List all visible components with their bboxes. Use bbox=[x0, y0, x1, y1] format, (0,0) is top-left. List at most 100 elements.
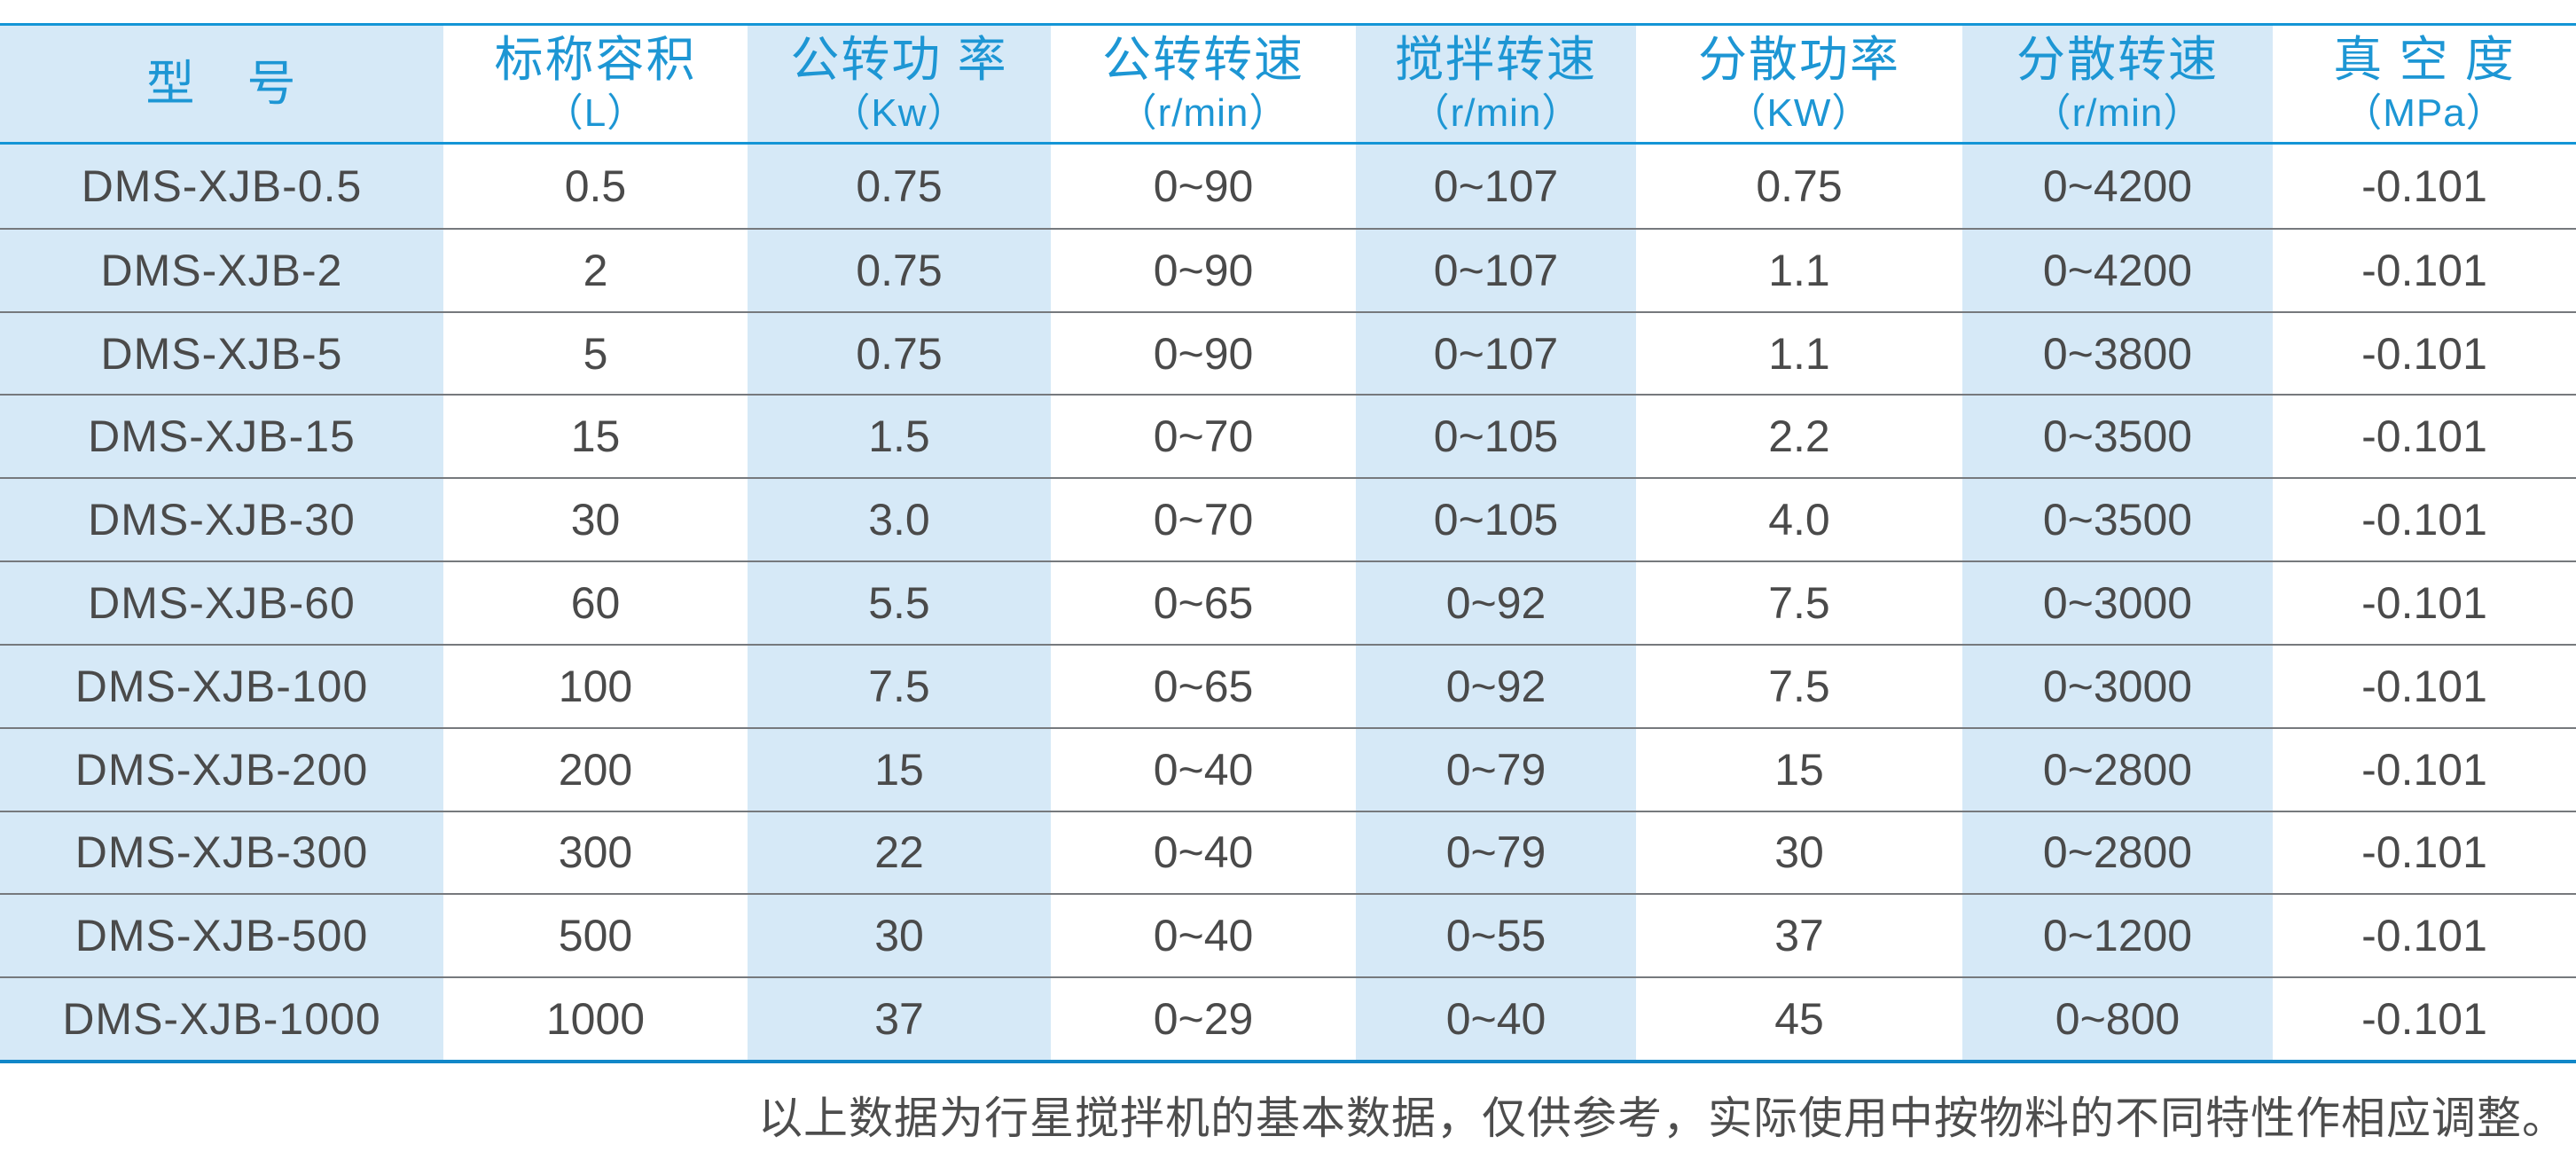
table-cell: 0~40 bbox=[1051, 810, 1356, 894]
table-cell: 0.75 bbox=[748, 145, 1051, 228]
table-cell: -0.101 bbox=[2273, 643, 2576, 727]
model-cell: DMS-XJB-2 bbox=[0, 227, 443, 311]
table-cell: 0~800 bbox=[1962, 976, 2273, 1060]
table-cell: 2.2 bbox=[1636, 394, 1962, 478]
table-cell: 0~107 bbox=[1356, 227, 1636, 311]
table-cell: 0~107 bbox=[1356, 310, 1636, 395]
table-row: DMS-XJB-15 15 1.5 0~70 0~105 2.2 0~3500 -0.101 bbox=[0, 394, 2576, 478]
table-cell: 300 bbox=[443, 810, 748, 894]
table-cell: 0~70 bbox=[1051, 477, 1356, 561]
table-cell: 0.75 bbox=[748, 310, 1051, 395]
table-cell: 0.5 bbox=[443, 145, 748, 228]
table-cell: -0.101 bbox=[2273, 893, 2576, 977]
header-unit: （r/min） bbox=[1410, 90, 1582, 135]
table-row: DMS-XJB-100 100 7.5 0~65 0~92 7.5 0~3000 -0.101 bbox=[0, 643, 2576, 727]
header-cell-vacuum-degree: 真 空 度 （MPa） bbox=[2273, 26, 2576, 142]
table-cell: 0~2800 bbox=[1962, 726, 2273, 811]
table-cell: 0~65 bbox=[1051, 643, 1356, 727]
table-cell: 0~92 bbox=[1356, 643, 1636, 727]
table-cell: 4.0 bbox=[1636, 477, 1962, 561]
table-cell: 0~90 bbox=[1051, 227, 1356, 311]
header-unit: （L） bbox=[544, 90, 647, 135]
table-cell: 30 bbox=[748, 893, 1051, 977]
model-cell: DMS-XJB-500 bbox=[0, 893, 443, 977]
table-cell: 5 bbox=[443, 310, 748, 395]
table-bottom-border bbox=[0, 1060, 2576, 1063]
table-cell: 7.5 bbox=[1636, 560, 1962, 644]
table-cell: 37 bbox=[1636, 893, 1962, 977]
model-cell: DMS-XJB-100 bbox=[0, 643, 443, 727]
table-cell: -0.101 bbox=[2273, 726, 2576, 811]
header-title: 分散转速 bbox=[2016, 31, 2219, 87]
spec-table: 型 号 标称容积 （L） 公转功 率 （Kw） 公转转速 （r/min） 搅拌转… bbox=[0, 23, 2576, 1063]
table-cell: 1.1 bbox=[1636, 227, 1962, 311]
table-cell: 22 bbox=[748, 810, 1051, 894]
table-cell: 45 bbox=[1636, 976, 1962, 1060]
table-cell: 0~92 bbox=[1356, 560, 1636, 644]
model-cell: DMS-XJB-300 bbox=[0, 810, 443, 894]
table-cell: 15 bbox=[443, 394, 748, 478]
header-cell-dispersing-speed: 分散转速 （r/min） bbox=[1962, 26, 2273, 142]
table-cell: 3.0 bbox=[748, 477, 1051, 561]
table-cell: 0.75 bbox=[748, 227, 1051, 311]
model-cell: DMS-XJB-30 bbox=[0, 477, 443, 561]
table-row: DMS-XJB-0.5 0.5 0.75 0~90 0~107 0.75 0~4200 -0.… bbox=[0, 145, 2576, 228]
table-cell: 0~107 bbox=[1356, 145, 1636, 228]
model-cell: DMS-XJB-1000 bbox=[0, 976, 443, 1060]
header-title: 标称容积 bbox=[494, 31, 697, 87]
table-cell: 0~1200 bbox=[1962, 893, 2273, 977]
header-cell-model: 型 号 bbox=[0, 26, 443, 142]
table-cell: 1000 bbox=[443, 976, 748, 1060]
table-cell: 30 bbox=[443, 477, 748, 561]
table-cell: 0~40 bbox=[1356, 976, 1636, 1060]
table-cell: -0.101 bbox=[2273, 310, 2576, 395]
table-row: DMS-XJB-1000 1000 37 0~29 0~40 45 0~800 -0.101 bbox=[0, 976, 2576, 1060]
model-cell: DMS-XJB-5 bbox=[0, 310, 443, 395]
model-cell: DMS-XJB-200 bbox=[0, 726, 443, 811]
table-cell: -0.101 bbox=[2273, 560, 2576, 644]
table-cell: 2 bbox=[443, 227, 748, 311]
table-row: DMS-XJB-500 500 30 0~40 0~55 37 0~1200 -0.101 bbox=[0, 893, 2576, 977]
model-cell: DMS-XJB-0.5 bbox=[0, 145, 443, 228]
table-row: DMS-XJB-200 200 15 0~40 0~79 15 0~2800 -0.101 bbox=[0, 726, 2576, 811]
table-cell: 7.5 bbox=[1636, 643, 1962, 727]
table-cell: 7.5 bbox=[748, 643, 1051, 727]
table-cell: 1.1 bbox=[1636, 310, 1962, 395]
table-cell: -0.101 bbox=[2273, 394, 2576, 478]
model-cell: DMS-XJB-60 bbox=[0, 560, 443, 644]
table-body: DMS-XJB-0.5 0.5 0.75 0~90 0~107 0.75 0~4200 -0.… bbox=[0, 145, 2576, 1060]
table-cell: 0~105 bbox=[1356, 477, 1636, 561]
header-cell-revolution-power: 公转功 率 （Kw） bbox=[748, 26, 1051, 142]
header-unit: （Kw） bbox=[831, 90, 967, 135]
header-title: 公转转速 bbox=[1101, 31, 1304, 87]
table-cell: 15 bbox=[748, 726, 1051, 811]
table-cell: 0~90 bbox=[1051, 310, 1356, 395]
header-cell-dispersing-power: 分散功率 （KW） bbox=[1636, 26, 1962, 142]
table-cell: 37 bbox=[748, 976, 1051, 1060]
table-row: DMS-XJB-30 30 3.0 0~70 0~105 4.0 0~3500 -0.101 bbox=[0, 477, 2576, 561]
table-cell: 0~4200 bbox=[1962, 227, 2273, 311]
table-cell: -0.101 bbox=[2273, 227, 2576, 311]
table-cell: -0.101 bbox=[2273, 477, 2576, 561]
table-cell: 500 bbox=[443, 893, 748, 977]
table-cell: 15 bbox=[1636, 726, 1962, 811]
table-row: DMS-XJB-5 5 0.75 0~90 0~107 1.1 0~3800 -0.101 bbox=[0, 310, 2576, 395]
table-cell: 0~70 bbox=[1051, 394, 1356, 478]
table-cell: 0~3500 bbox=[1962, 394, 2273, 478]
table-cell: -0.101 bbox=[2273, 976, 2576, 1060]
table-cell: 0~3800 bbox=[1962, 310, 2273, 395]
header-title: 真 空 度 bbox=[2333, 31, 2516, 87]
table-cell: 5.5 bbox=[748, 560, 1051, 644]
table-top-border bbox=[0, 23, 2576, 26]
header-bottom-border bbox=[0, 142, 2576, 145]
table-cell: 0~3500 bbox=[1962, 477, 2273, 561]
table-cell: 0~40 bbox=[1051, 893, 1356, 977]
table-cell: 30 bbox=[1636, 810, 1962, 894]
table-cell: -0.101 bbox=[2273, 810, 2576, 894]
table-row: DMS-XJB-2 2 0.75 0~90 0~107 1.1 0~4200 -0.101 bbox=[0, 227, 2576, 311]
header-title: 搅拌转速 bbox=[1394, 31, 1597, 87]
table-cell: 0~40 bbox=[1051, 726, 1356, 811]
table-cell: 0~90 bbox=[1051, 145, 1356, 228]
table-row: DMS-XJB-300 300 22 0~40 0~79 30 0~2800 -0.101 bbox=[0, 810, 2576, 894]
